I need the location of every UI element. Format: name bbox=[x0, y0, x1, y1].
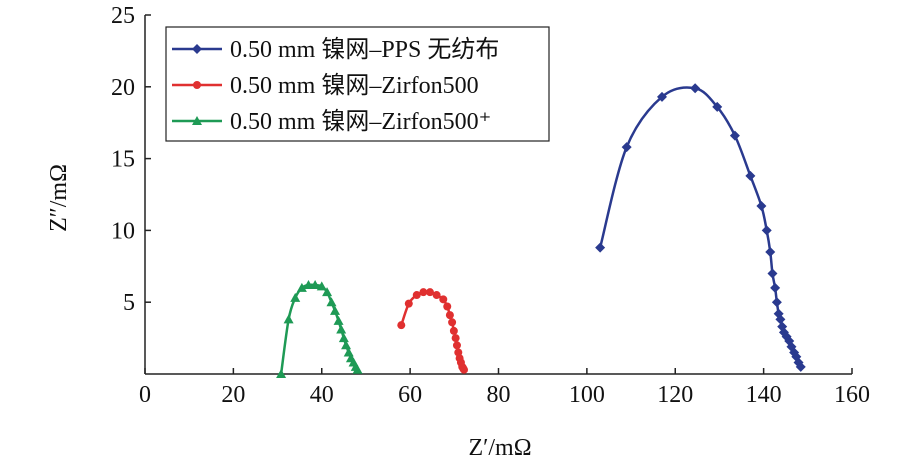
series-1 bbox=[595, 83, 806, 372]
x-tick-label: 40 bbox=[310, 382, 334, 408]
legend-item: 0.50 mm 镍网–Zirfon500⁺ bbox=[172, 108, 491, 135]
data-point bbox=[397, 321, 406, 330]
data-point bbox=[352, 364, 363, 374]
legend-label: 0.50 mm 镍网–PPS 无纺布 bbox=[230, 36, 499, 63]
data-point bbox=[656, 91, 667, 102]
data-point bbox=[460, 365, 469, 374]
x-tick-label: 120 bbox=[657, 382, 693, 408]
data-point bbox=[296, 282, 307, 292]
data-point bbox=[621, 142, 632, 153]
x-axis-title: Z′/mΩ bbox=[468, 435, 531, 461]
series-2 bbox=[397, 288, 469, 374]
data-point bbox=[595, 242, 606, 253]
data-point bbox=[443, 302, 452, 311]
data-point bbox=[452, 341, 461, 350]
data-point bbox=[412, 291, 421, 300]
data-point bbox=[729, 130, 740, 141]
data-point bbox=[341, 340, 352, 350]
series-3 bbox=[276, 279, 363, 378]
data-point bbox=[276, 369, 287, 378]
data-point bbox=[795, 361, 806, 372]
data-point bbox=[419, 288, 428, 297]
y-tick-label: 15 bbox=[111, 147, 135, 173]
y-tick-label: 20 bbox=[111, 75, 135, 101]
x-tick-label: 160 bbox=[834, 382, 870, 408]
data-point bbox=[290, 292, 301, 302]
data-point bbox=[745, 170, 756, 181]
data-point bbox=[338, 333, 349, 343]
legend-box bbox=[165, 26, 550, 142]
data-point bbox=[712, 101, 723, 112]
axes: 0 20 40 60 80 100 120 140 160 5 10 15 20 25 bbox=[111, 3, 870, 408]
data-point bbox=[283, 314, 294, 324]
y-axis-title: Z″/mΩ bbox=[46, 164, 72, 232]
data-point bbox=[448, 318, 457, 327]
data-point bbox=[445, 311, 454, 320]
y-tick-label: 10 bbox=[111, 218, 135, 244]
data-point bbox=[451, 334, 460, 343]
x-tick-label: 0 bbox=[139, 382, 151, 408]
data-point bbox=[322, 287, 333, 297]
data-point bbox=[449, 326, 458, 335]
legend-item: 0.50 mm 镍网–Zirfon500 bbox=[172, 72, 479, 99]
y-tick-label: 25 bbox=[111, 3, 135, 29]
data-point bbox=[770, 282, 781, 293]
data-point bbox=[404, 299, 413, 308]
data-point bbox=[765, 246, 776, 257]
legend-swatch-marker bbox=[192, 44, 202, 54]
data-point bbox=[690, 83, 701, 94]
data-point bbox=[303, 279, 314, 289]
data-point bbox=[767, 268, 778, 279]
data-point bbox=[775, 314, 786, 325]
legend-label: 0.50 mm 镍网–Zirfon500⁺ bbox=[230, 108, 491, 135]
data-point bbox=[426, 288, 435, 297]
data-point bbox=[756, 200, 767, 211]
x-tick-label: 140 bbox=[746, 382, 782, 408]
x-tick-label: 80 bbox=[487, 382, 511, 408]
data-point bbox=[333, 315, 344, 325]
x-tick-label: 100 bbox=[569, 382, 605, 408]
data-point bbox=[326, 297, 337, 307]
legend-swatch-marker bbox=[192, 116, 202, 125]
data-point bbox=[439, 295, 448, 304]
x-tick-label: 20 bbox=[221, 382, 245, 408]
x-tick-label: 60 bbox=[398, 382, 422, 408]
legend-label: 0.50 mm 镍网–Zirfon500 bbox=[230, 72, 479, 99]
data-point bbox=[761, 225, 772, 236]
y-tick-label: 5 bbox=[123, 290, 135, 316]
data-point bbox=[316, 281, 327, 291]
data-point bbox=[330, 305, 341, 315]
legend-swatch-marker bbox=[193, 81, 201, 89]
data-point bbox=[771, 297, 782, 308]
data-point bbox=[310, 279, 321, 289]
legend-item: 0.50 mm 镍网–PPS 无纺布 bbox=[172, 36, 499, 63]
data-point bbox=[432, 291, 441, 300]
data-point bbox=[336, 324, 347, 334]
series-layer bbox=[276, 83, 806, 378]
legend: 0.50 mm 镍网–PPS 无纺布 0.50 mm 镍网–Zirfon500 0.… bbox=[165, 26, 550, 142]
series-line bbox=[598, 86, 802, 368]
